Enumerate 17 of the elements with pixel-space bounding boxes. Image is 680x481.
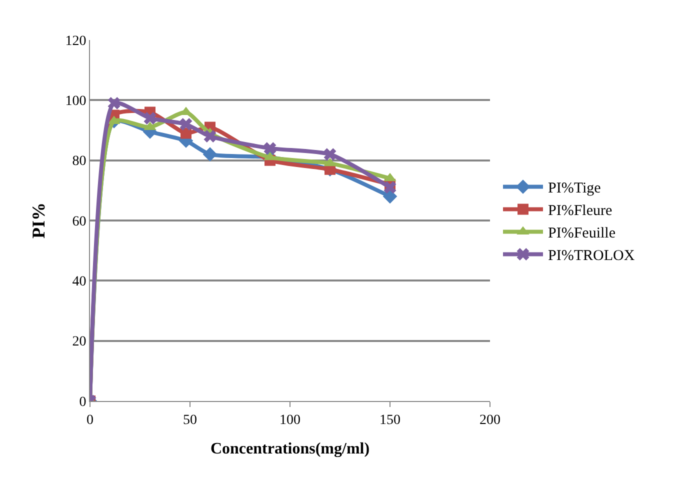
y-tick-label: 80	[72, 154, 86, 170]
y-tick-label: 100	[65, 94, 86, 110]
x-tick-label: 50	[183, 412, 197, 428]
y-tick-label: 60	[72, 214, 86, 230]
y-tick-label: 0	[79, 394, 86, 410]
x-tick-label: 150	[380, 412, 400, 428]
y-tick-label: 120	[65, 34, 86, 49]
legend-label: PI%TROLOX	[548, 248, 635, 264]
x-tick-label: 100	[280, 412, 300, 428]
legend-label: PI%Tige	[548, 180, 602, 197]
x-axis-title: Concentrations(mg/ml)	[210, 440, 370, 458]
legend-label: PI%Fleure	[548, 203, 612, 220]
legend-label: PI%Feuille	[548, 226, 616, 242]
x-tick-label: 200	[480, 412, 500, 428]
y-tick-label: 20	[72, 334, 86, 350]
y-axis-title: PI%	[28, 202, 48, 238]
y-tick-label: 40	[72, 274, 86, 290]
